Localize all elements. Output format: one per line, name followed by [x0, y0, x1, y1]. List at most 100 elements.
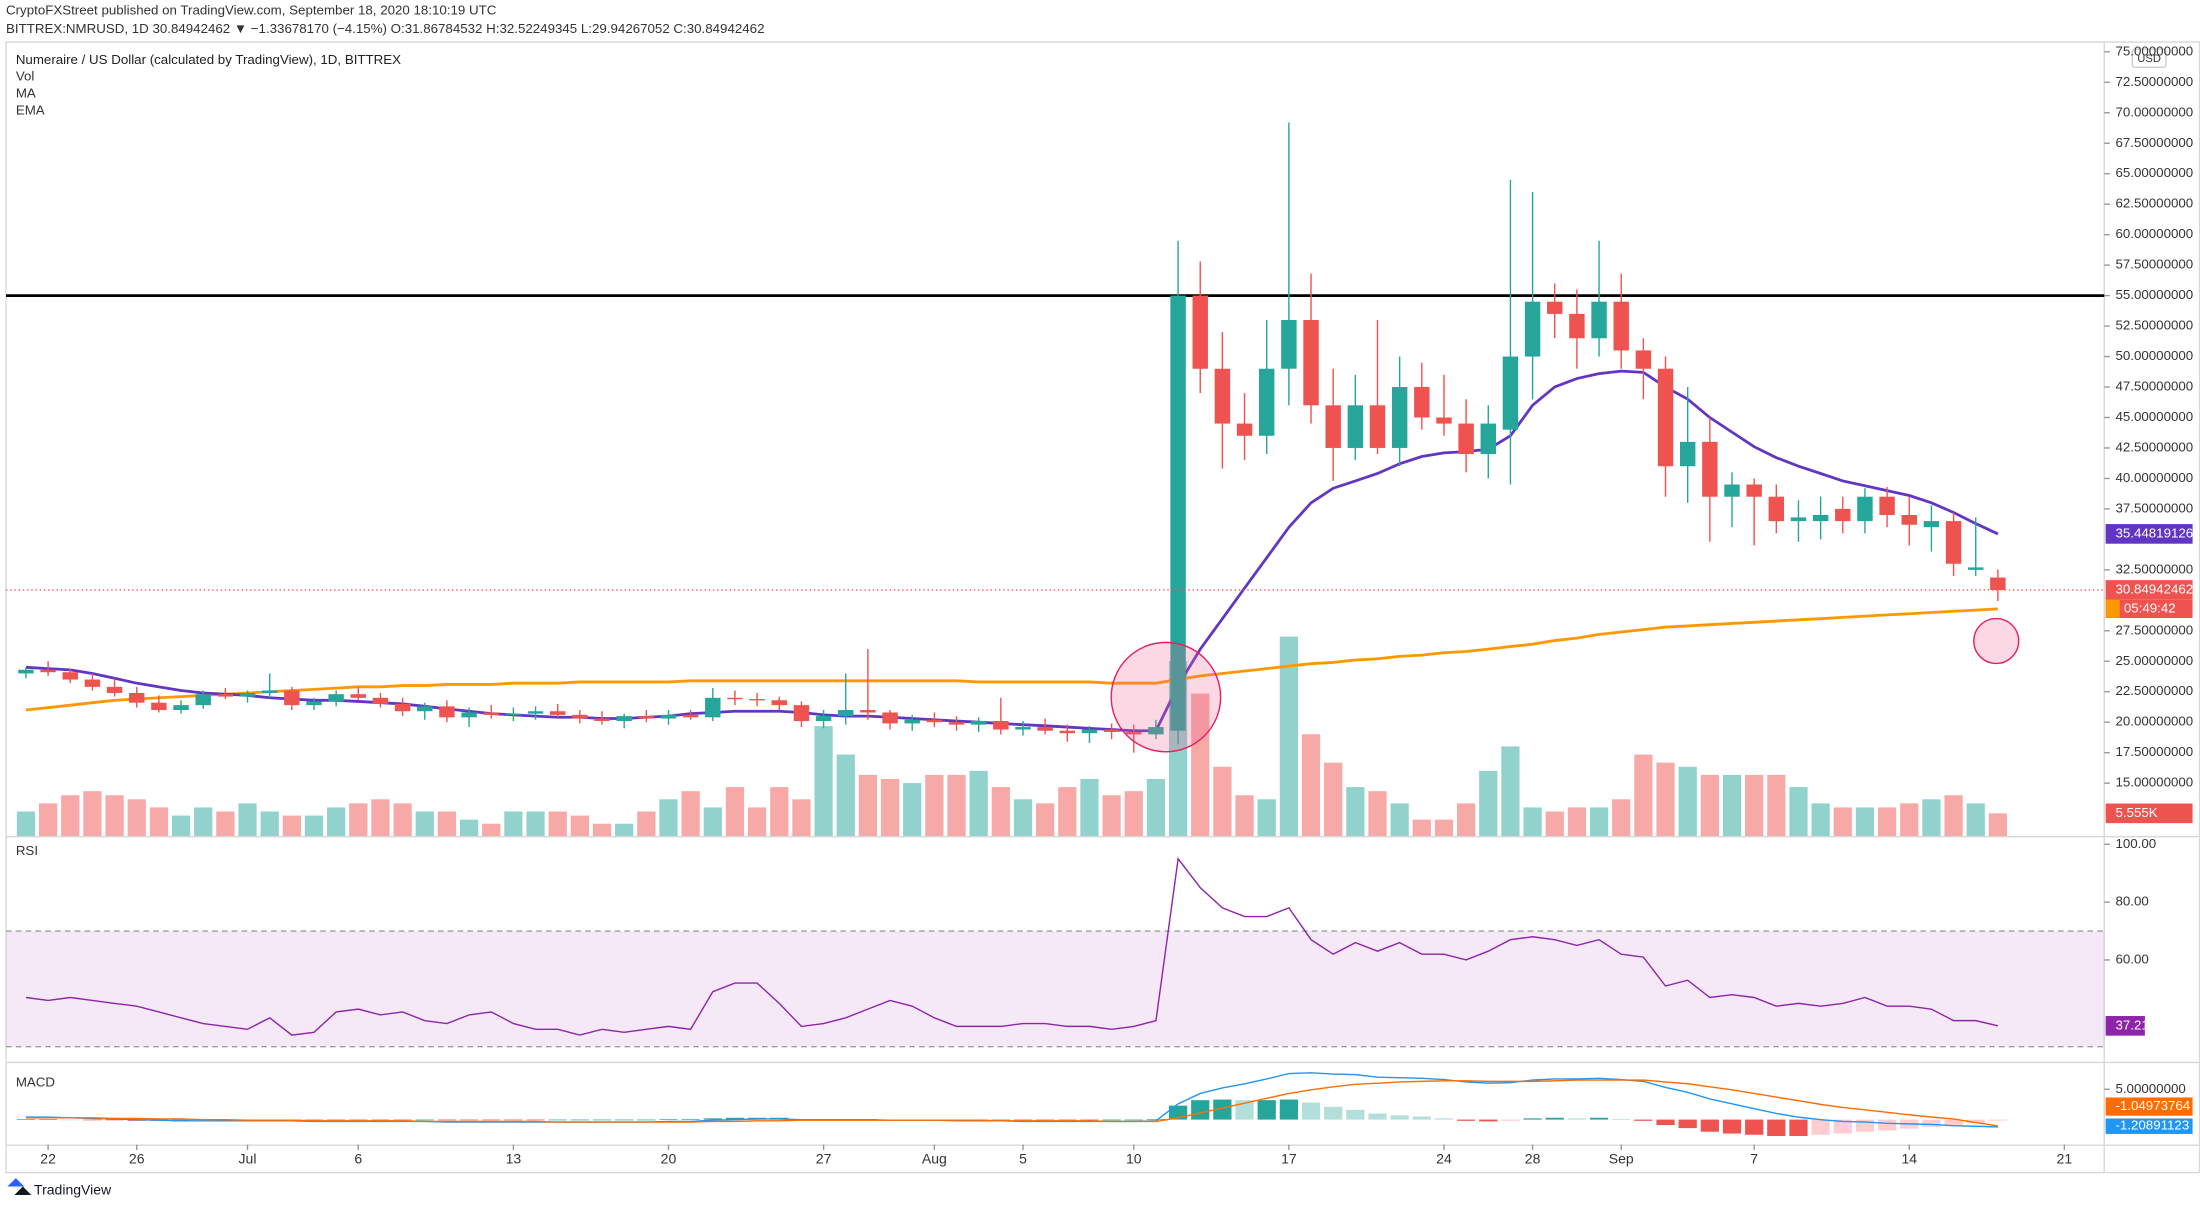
macd-tick-label: 5.00000000	[2115, 1081, 2185, 1096]
macd-histogram-bar	[1678, 1119, 1697, 1129]
y-tick-label: 70.00000000	[2115, 104, 2193, 119]
candle-body	[1436, 417, 1452, 424]
y-tick-label: 50.00000000	[2115, 348, 2193, 363]
y-tick-label: 15.00000000	[2115, 775, 2193, 790]
macd-histogram-bar	[1213, 1099, 1232, 1120]
volume-bar	[703, 807, 722, 836]
x-tick-label: 28	[1525, 1151, 1541, 1167]
candle-body	[660, 714, 677, 719]
macd-histogram-bar	[61, 1119, 80, 1121]
candle-body	[372, 697, 389, 704]
volume-bar	[1457, 803, 1476, 836]
macd-histogram-bar	[1767, 1119, 1786, 1136]
candle-body	[40, 669, 56, 673]
macd-histogram-bar	[1966, 1119, 1985, 1124]
volume-bar	[1767, 774, 1786, 836]
candle-body	[771, 700, 787, 706]
candle-body	[18, 669, 34, 674]
candle-body	[417, 706, 433, 712]
x-tick-label: 5	[1019, 1151, 1027, 1167]
volume-bar	[1434, 819, 1454, 836]
volume-bar	[1900, 803, 1919, 836]
candle-body	[1657, 368, 1674, 467]
volume-bar	[858, 774, 878, 836]
legend-ema: EMA	[16, 102, 45, 117]
macd-histogram-bar	[1545, 1117, 1564, 1120]
candle-body	[394, 703, 411, 712]
candle-body	[1835, 508, 1851, 522]
candle-body	[1281, 319, 1297, 369]
macd-histogram-bar	[437, 1119, 457, 1121]
candle-body	[1635, 350, 1652, 369]
y-tick-label: 45.00000000	[2115, 409, 2193, 424]
volume-bar	[238, 803, 257, 836]
y-tick-label: 17.50000000	[2115, 744, 2193, 759]
candle-body	[1547, 301, 1563, 314]
candle-body	[904, 719, 920, 724]
x-tick-label: 17	[1281, 1151, 1297, 1167]
macd-histogram-bar	[1324, 1106, 1343, 1120]
candle-body	[439, 706, 455, 718]
macd-histogram-bar	[1102, 1119, 1121, 1121]
y-tick-label: 75.00000000	[2115, 43, 2193, 58]
volume-bar	[482, 823, 501, 836]
candle-body	[306, 701, 322, 706]
macd-histogram-bar	[327, 1119, 346, 1121]
macd-histogram-bar	[1124, 1119, 1143, 1121]
volume-bar	[504, 811, 523, 836]
chart-title: Numeraire / US Dollar (calculated by Tra…	[16, 52, 401, 67]
candle-body	[1613, 301, 1629, 351]
volume-bar	[725, 787, 745, 836]
macd-histogram-bar	[615, 1119, 634, 1121]
candle-body	[1037, 727, 1053, 731]
candle-body	[727, 697, 743, 700]
candle-body	[572, 714, 588, 719]
currency: USD	[2137, 53, 2161, 65]
candle-body	[1192, 295, 1208, 369]
y-tick-label: 42.50000000	[2115, 439, 2193, 454]
y-tick-label: 65.00000000	[2115, 165, 2193, 180]
candle-body	[926, 719, 943, 723]
macd-histogram-bar	[1833, 1119, 1852, 1134]
y-tick-label: 60.00000000	[2115, 226, 2193, 241]
volume-bar	[1102, 795, 1121, 836]
volume-bar	[1988, 813, 2007, 836]
candle-body	[1369, 405, 1386, 448]
symbol-line: BITTREX:NMRUSD, 1D 30.84942462 ▼ −1.3367…	[6, 21, 764, 36]
candle-body	[1569, 313, 1585, 339]
macd-histogram-bar	[1036, 1119, 1055, 1121]
volume-bar	[1412, 819, 1431, 836]
volume-bar	[1877, 807, 1897, 836]
macd-histogram-bar	[1944, 1119, 1963, 1127]
macd-histogram-bar	[1789, 1119, 1808, 1136]
volume-bar	[1390, 803, 1409, 836]
candle-body	[1148, 727, 1164, 735]
candle-body	[594, 718, 610, 721]
x-tick-label: 24	[1436, 1151, 1452, 1167]
y-tick-label: 72.50000000	[2115, 74, 2193, 89]
y-tick-label: 32.50000000	[2115, 561, 2193, 576]
volume-bar	[1213, 766, 1232, 836]
candle-body	[1746, 484, 1762, 497]
volume-bar	[1301, 734, 1321, 836]
macd-histogram-bar	[504, 1119, 523, 1121]
candle-body	[1081, 729, 1098, 734]
rsi-line	[25, 857, 1999, 1036]
volume-bar	[1368, 791, 1387, 836]
x-tick-label: 14	[1901, 1151, 1917, 1167]
candle-body	[1923, 521, 1940, 528]
macd-histogram-bar	[1567, 1118, 1587, 1120]
volume-bar	[747, 807, 767, 836]
countdown: 05:49:42	[2124, 600, 2176, 615]
macd-histogram-bar	[371, 1119, 390, 1121]
x-tick-label: Jul	[239, 1151, 257, 1167]
candle-body	[84, 679, 101, 687]
candle-body	[1303, 319, 1319, 406]
candle-body	[1790, 517, 1807, 522]
volume-bar	[371, 799, 390, 836]
y-tick-label: 40.00000000	[2115, 470, 2193, 485]
macd-histogram-bar	[725, 1117, 745, 1120]
macd-histogram-bar	[482, 1119, 501, 1121]
y-tick-label: 62.50000000	[2115, 196, 2193, 211]
